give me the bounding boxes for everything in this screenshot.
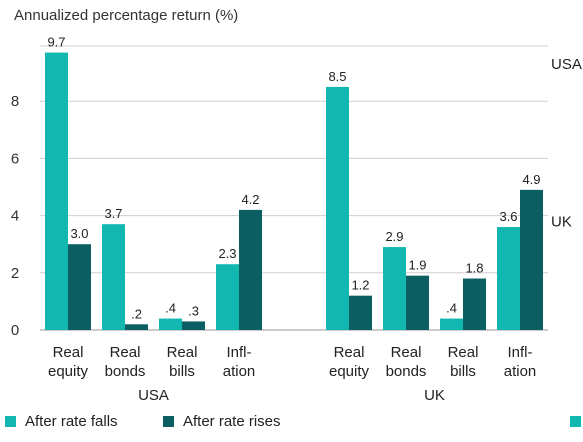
category-label-line: Real: [167, 344, 198, 361]
legend-swatch: [163, 416, 174, 427]
legend-swatch-edge: [570, 416, 581, 427]
value-label: 2.3: [218, 246, 236, 261]
side-labels: USA UK: [551, 56, 582, 230]
bar-after-rate-falls: [159, 318, 182, 330]
value-label: 1.2: [351, 278, 369, 293]
y-tick-label: 4: [11, 208, 19, 225]
category-label-line: Real: [110, 344, 141, 361]
bar-after-rate-falls: [440, 318, 463, 330]
y-ticks: 0 2 4 6 8: [11, 93, 19, 339]
value-label: 8.5: [328, 69, 346, 84]
category-label: Infl-ation: [504, 344, 537, 380]
y-tick-label: 6: [11, 150, 19, 167]
category-label-line: Infl-: [226, 344, 251, 361]
value-label: 3.0: [70, 226, 88, 241]
category-label: Real equity: [48, 344, 89, 380]
bar-after-rate-rises: [406, 275, 429, 330]
category-label-line: bills: [169, 363, 195, 380]
value-label: .4: [165, 301, 176, 316]
category-label-line: Infl-: [507, 344, 532, 361]
category-label-line: bonds: [105, 363, 146, 380]
bar-after-rate-rises: [463, 278, 486, 330]
value-label: 9.7: [47, 35, 65, 50]
y-tick-label: 2: [11, 265, 19, 282]
value-label: 3.7: [104, 206, 122, 221]
category-label: Real bonds: [386, 344, 427, 380]
y-axis-label: Annualized percentage return (%): [14, 7, 238, 24]
bar-after-rate-rises: [125, 324, 148, 330]
bar-after-rate-rises: [182, 321, 205, 330]
category-label: Real bills: [448, 344, 479, 380]
legend-label: After rate falls: [25, 413, 118, 430]
bars: [45, 52, 543, 331]
value-label: 4.2: [241, 192, 259, 207]
category-label-line: bills: [450, 363, 476, 380]
category-label: Real bonds: [105, 344, 146, 380]
legend: After rate falls After rate rises: [5, 413, 581, 430]
value-label: .3: [188, 303, 199, 318]
bar-after-rate-rises: [68, 244, 91, 330]
bar-after-rate-falls: [383, 247, 406, 330]
value-label: 2.9: [385, 229, 403, 244]
bar-after-rate-falls: [45, 52, 68, 331]
value-label: 4.9: [522, 172, 540, 187]
group-label: USA: [138, 387, 169, 404]
category-labels: Real equity Real bonds Real bills Infl-ation Re…: [48, 344, 536, 380]
category-label: Real equity: [329, 344, 370, 380]
category-label-line: Real: [53, 344, 84, 361]
category-label-line: equity: [48, 363, 89, 380]
group-label: UK: [424, 387, 445, 404]
value-label: .2: [131, 306, 142, 321]
category-label-line: bonds: [386, 363, 427, 380]
side-label: USA: [551, 56, 582, 73]
bar-after-rate-falls: [102, 224, 125, 330]
bar-after-rate-falls: [497, 227, 520, 330]
category-label-line: equity: [329, 363, 370, 380]
bar-after-rate-falls: [216, 264, 239, 330]
category-label-line: ation: [504, 363, 537, 380]
category-label-line: ation: [223, 363, 256, 380]
legend-label: After rate rises: [183, 413, 281, 430]
bar-after-rate-rises: [239, 209, 262, 330]
category-label-line: Real: [334, 344, 365, 361]
side-label: UK: [551, 213, 572, 230]
category-label-line: Real: [448, 344, 479, 361]
category-label: Infl-ation: [223, 344, 256, 380]
value-label: 1.8: [465, 261, 483, 276]
value-label: .4: [446, 301, 457, 316]
y-tick-label: 8: [11, 93, 19, 110]
y-tick-label: 0: [11, 322, 19, 339]
category-label-line: Real: [391, 344, 422, 361]
bar-after-rate-rises: [520, 189, 543, 330]
bar-after-rate-falls: [326, 86, 349, 331]
value-labels: 9.7 3.0 3.7 .2 .4 .3 2.3 4.2 8.5 1.2 2.9 1.9 .4 1.8 3.…: [47, 35, 540, 322]
group-labels: USA UK: [138, 387, 445, 404]
value-label: 1.9: [408, 258, 426, 273]
bar-after-rate-rises: [349, 295, 372, 330]
category-label: Real bills: [167, 344, 198, 380]
legend-swatch: [5, 416, 16, 427]
value-label: 3.6: [499, 209, 517, 224]
